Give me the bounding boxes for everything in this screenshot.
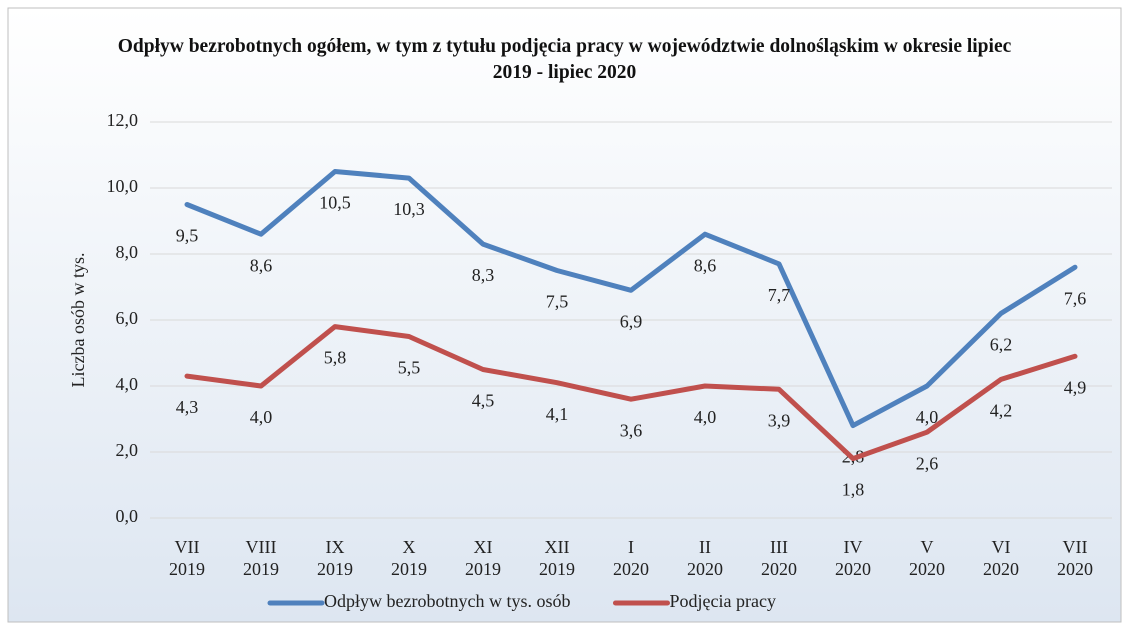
data-label: 8,6 [250,255,273,275]
x-tick-label: VIII 2019 [243,537,279,579]
data-label: 4,0 [250,407,273,427]
x-tick-label: IX 2019 [317,537,353,579]
x-tick-label: VII 2019 [169,537,205,579]
data-label: 2,6 [916,453,939,473]
x-tick-label: IV 2020 [835,537,871,579]
x-tick-label: VI 2020 [983,537,1019,579]
data-label: 4,0 [916,407,939,427]
x-tick-label: XII 2019 [539,537,575,579]
y-tick-label: 0,0 [116,506,139,526]
data-label: 9,5 [176,226,199,246]
x-tick-label: I 2020 [613,537,649,579]
data-label: 7,6 [1064,288,1087,308]
data-label: 8,6 [694,255,717,275]
legend-label: Podjęcia pracy [669,591,775,611]
y-tick-label: 4,0 [116,374,139,394]
data-label: 4,3 [176,397,199,417]
y-tick-label: 8,0 [116,242,139,262]
x-tick-label: II 2020 [687,537,723,579]
data-label: 4,9 [1064,377,1087,397]
x-tick-label: XI 2019 [465,537,501,579]
data-label: 6,2 [990,335,1013,355]
x-tick-label: III 2020 [761,537,797,579]
data-label: 4,2 [990,401,1013,421]
chart-title: Odpływ bezrobotnych ogółem, w tym z tytu… [117,36,1012,83]
data-label: 3,9 [768,410,791,430]
data-label: 3,6 [620,420,643,440]
data-label: 5,5 [398,358,421,378]
legend-label: Odpływ bezrobotnych w tys. osób [324,591,570,611]
x-tick-label: VII 2020 [1057,537,1093,579]
data-label: 10,5 [319,193,351,213]
y-tick-label: 10,0 [107,176,139,196]
x-tick-label: V 2020 [909,537,945,579]
data-label: 4,0 [694,407,717,427]
chart-frame [7,7,1122,623]
series-line [184,169,1078,429]
data-label: 4,1 [546,404,569,424]
data-label: 5,8 [324,348,347,368]
data-label: 7,7 [768,285,791,305]
y-tick-label: 2,0 [116,440,139,460]
y-tick-label: 6,0 [116,308,139,328]
data-label: 1,8 [842,480,865,500]
data-label: 7,5 [546,292,569,312]
data-label: 10,3 [393,199,425,219]
data-label: 8,3 [472,265,495,285]
y-axis-title: Liczba osób w tys. [68,253,88,388]
data-label: 4,5 [472,391,495,411]
data-label: 6,9 [620,311,643,331]
y-tick-label: 12,0 [107,110,139,130]
series-line [184,324,1078,462]
x-tick-label: X 2019 [391,537,427,579]
